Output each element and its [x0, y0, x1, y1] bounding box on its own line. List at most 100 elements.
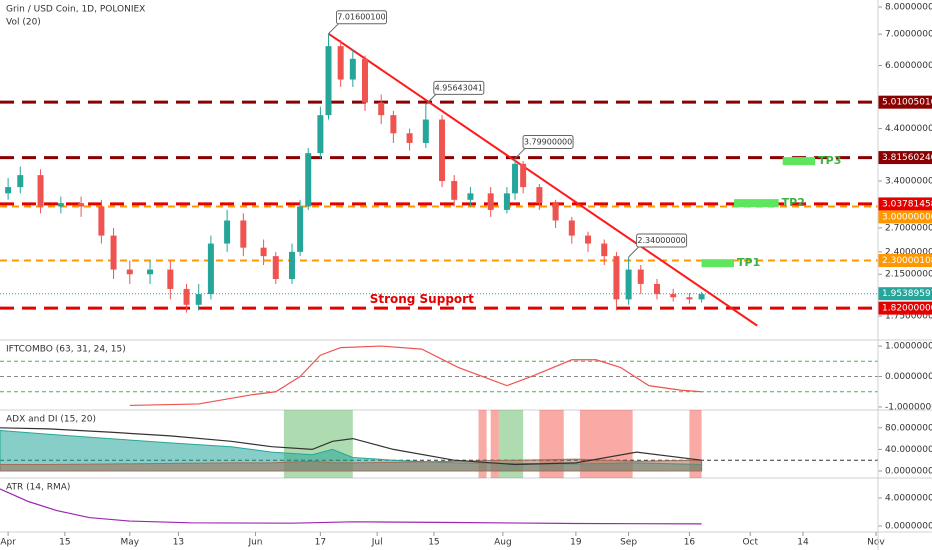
y-tick-label: 2.70000000 — [885, 223, 932, 233]
candle-body — [207, 243, 214, 295]
candle-body — [349, 58, 356, 80]
candle-body — [390, 115, 397, 134]
candle-body — [601, 243, 608, 257]
candle-body — [670, 294, 677, 298]
y-tick-label: 1.75000000 — [885, 312, 932, 322]
target-box — [782, 157, 816, 166]
line — [129, 345, 702, 407]
target-label: TP3 — [818, 154, 841, 167]
x-tick-label: 13 — [173, 538, 184, 548]
y-tick-label: 0.00000000 — [885, 466, 932, 476]
candle-body — [240, 220, 247, 248]
y-tick-label: 2.40000000 — [885, 247, 932, 257]
candle-body — [467, 193, 474, 200]
trendline — [327, 32, 758, 327]
candle-body — [195, 294, 202, 305]
callout-label: 7.01600100 — [337, 13, 385, 22]
candle-body — [653, 283, 660, 295]
target-label: TP2 — [782, 196, 805, 209]
candle-body — [361, 58, 368, 103]
level-label: 3.81560240 — [882, 153, 932, 163]
x-tick-label: 14 — [797, 538, 809, 548]
x-tick-label: Jun — [247, 538, 262, 548]
candle-body — [317, 115, 324, 154]
annotation: Strong Support — [370, 292, 474, 306]
candle-body — [439, 119, 446, 182]
y-tick-label: 4.00000000 — [885, 494, 932, 504]
y-tick-label: 4.40000000 — [885, 124, 932, 134]
candle-body — [625, 269, 632, 300]
candle-body — [288, 251, 295, 280]
candle-body — [297, 206, 304, 252]
callout-box — [522, 134, 574, 149]
callout-label: 3.79900000 — [524, 137, 572, 146]
line — [0, 427, 702, 466]
x-tick-label: Apr — [0, 538, 16, 548]
line — [0, 488, 702, 525]
level-label-box — [878, 287, 932, 301]
candle-body — [5, 187, 12, 194]
level-label: 5.01005010 — [882, 98, 932, 108]
callout-pointer — [628, 246, 639, 258]
x-tick-label: 19 — [570, 538, 582, 548]
y-tick-label: 0.00000000 — [885, 372, 932, 382]
x-tick-label: 16 — [684, 538, 696, 548]
level-label: 3.03781458 — [882, 199, 932, 209]
candle-body — [37, 175, 44, 207]
pane-title: Grin / USD Coin, 1D, POLONIEX — [6, 5, 145, 15]
candle-body — [520, 163, 527, 188]
candle-body — [585, 235, 592, 244]
x-tick-label: Aug — [494, 538, 512, 548]
callout-pointer — [425, 94, 437, 105]
candle-body — [224, 220, 231, 244]
level-label-box — [878, 95, 932, 109]
x-tick-label: May — [120, 538, 139, 548]
candle-body — [183, 288, 190, 305]
target-box — [734, 199, 779, 208]
level-label: 3.00000000 — [882, 212, 932, 222]
candle-body — [613, 256, 620, 300]
area — [0, 458, 703, 472]
candle-body — [487, 193, 494, 210]
pane-title: ADX and DI (15, 20) — [6, 415, 96, 425]
candle-body — [57, 203, 64, 207]
level-label-box — [878, 254, 932, 268]
y-tick-label: 3.40000000 — [885, 177, 932, 187]
candle-body — [568, 220, 575, 236]
y-tick-label: 2.15000000 — [885, 270, 932, 280]
callout-box — [636, 233, 688, 248]
level-label-box — [878, 301, 932, 315]
y-tick-label: 40.00000000 — [885, 445, 932, 455]
x-tick-label: 15 — [59, 538, 70, 548]
callout-label: 4.95643041 — [435, 83, 483, 92]
callout-box — [335, 10, 387, 25]
callout-pointer — [514, 148, 526, 159]
pane-title: ATR (14, RMA) — [6, 483, 70, 493]
x-tick-label: Nov — [867, 538, 885, 548]
level-label: 1.82000000 — [882, 304, 932, 314]
candle-body — [98, 206, 105, 236]
candle-body — [167, 269, 174, 289]
y-tick-label: 1.00000000 — [885, 342, 932, 352]
level-label-box — [878, 210, 932, 224]
y-tick-label: 80.00000000 — [885, 423, 932, 433]
candle-body — [272, 256, 279, 280]
candle-body — [305, 153, 312, 207]
level-label-box — [878, 197, 932, 211]
candle-body — [325, 46, 332, 116]
candle-body — [78, 203, 85, 207]
y-tick-label: 8.00000000 — [885, 2, 932, 12]
x-tick-label: 17 — [315, 538, 326, 548]
candle-body — [126, 269, 133, 275]
callout-label: 2.34000000 — [637, 236, 685, 245]
target-box — [701, 259, 735, 268]
candle-body — [110, 235, 117, 270]
level-label: 1.95389597 — [882, 289, 932, 299]
candle-body — [147, 269, 154, 275]
pane-title: IFTCOMBO (63, 31, 24, 15) — [6, 345, 126, 355]
y-tick-label: 6.00000000 — [885, 61, 932, 71]
y-tick-label: 0.00000000 — [885, 521, 932, 531]
x-tick-label: Oct — [742, 538, 758, 548]
candle-body — [503, 193, 510, 210]
